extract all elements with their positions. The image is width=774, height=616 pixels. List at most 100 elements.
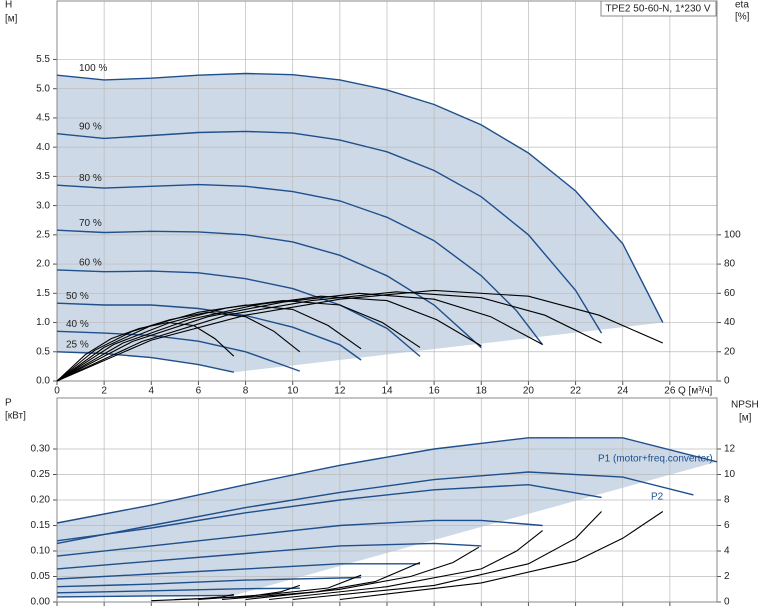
- y2-axis-label: NPSH: [731, 400, 759, 411]
- y-tick-label: 0.00: [31, 597, 51, 608]
- curve: [56, 471, 694, 545]
- y-tick-label: 1.0: [36, 317, 50, 328]
- secondary-curve: [56, 300, 421, 382]
- y2-tick-label: 40: [724, 317, 736, 328]
- curve: [56, 519, 543, 557]
- x-axis-label: Q [м³/ч]: [678, 386, 713, 397]
- chart-title: TPE2 50-60-N, 1*230 V: [605, 4, 710, 15]
- y2-tick-label: 4: [724, 546, 730, 557]
- plot: [53, 0, 721, 385]
- y-axis-unit: [м]: [5, 14, 18, 25]
- annotation: P1 (motor+freq.converter): [598, 454, 713, 465]
- x-tick-label: 22: [570, 386, 582, 397]
- y-tick-label: 3.0: [36, 200, 50, 211]
- y-tick-label: 0.20: [31, 495, 51, 506]
- y-tick-label: 0.10: [31, 546, 51, 557]
- y2-tick-label: 12: [724, 444, 736, 455]
- secondary-curve: [221, 561, 421, 601]
- secondary-curve: [339, 511, 664, 601]
- secondary-curve: [56, 289, 664, 382]
- x-tick-label: 4: [149, 386, 155, 397]
- y2-axis-unit: [м]: [739, 413, 752, 424]
- curve: [56, 330, 301, 372]
- x-tick-label: 10: [287, 386, 299, 397]
- curve-label: 100 %: [79, 63, 107, 74]
- secondary-curve: [56, 321, 235, 382]
- y-tick-label: 5.0: [36, 83, 50, 94]
- y2-tick-label: 2: [724, 571, 730, 582]
- y2-tick-label: 100: [724, 229, 741, 240]
- y-tick-label: 2.0: [36, 259, 50, 270]
- x-tick-label: 8: [243, 386, 249, 397]
- y-tick-label: 1.5: [36, 288, 50, 299]
- y-tick-label: 0.0: [36, 376, 50, 387]
- x-tick-label: 0: [54, 386, 60, 397]
- curve: [56, 269, 421, 357]
- y-tick-label: 5.5: [36, 54, 50, 65]
- curve: [56, 576, 362, 588]
- curve-label: 80 %: [79, 173, 102, 184]
- x-tick-label: 16: [429, 386, 441, 397]
- x-tick-label: 12: [334, 386, 346, 397]
- curve: [56, 542, 482, 570]
- y-tick-label: 0.5: [36, 346, 50, 357]
- x-tick-label: 18: [476, 386, 488, 397]
- x-tick-label: 2: [101, 386, 107, 397]
- curve-label: 40 %: [66, 319, 89, 330]
- x-tick-label: 20: [523, 386, 535, 397]
- y-axis-label: P: [5, 398, 12, 409]
- curve-label: 25 %: [66, 339, 89, 350]
- y-tick-label: 3.5: [36, 171, 50, 182]
- y2-axis-label: eta: [735, 0, 749, 11]
- y-tick-label: 0.30: [31, 444, 51, 455]
- curve: [56, 594, 234, 598]
- y-tick-label: 4.5: [36, 113, 50, 124]
- curve: [56, 483, 602, 542]
- annotation: P2: [651, 492, 664, 503]
- secondary-curve: [56, 311, 301, 382]
- curve: [56, 587, 300, 594]
- plot-frame: [56, 397, 718, 603]
- curve: [56, 229, 482, 349]
- plot: [53, 397, 721, 606]
- curve: [56, 130, 603, 334]
- curve-label: 60 %: [79, 258, 102, 269]
- x-tick-label: 24: [617, 386, 629, 397]
- y-tick-label: 2.5: [36, 229, 50, 240]
- curve: [56, 183, 544, 346]
- y-tick-label: 0.05: [31, 571, 51, 582]
- y-axis-unit: [кВт]: [5, 411, 26, 422]
- secondary-curve: [292, 511, 602, 601]
- x-tick-label: 26: [664, 386, 676, 397]
- y2-tick-label: 60: [724, 288, 736, 299]
- y2-tick-label: 8: [724, 495, 730, 506]
- plot-frame: [56, 0, 718, 382]
- secondary-curve: [269, 530, 543, 601]
- y2-tick-label: 20: [724, 346, 736, 357]
- x-tick-label: 6: [196, 386, 202, 397]
- secondary-curve: [56, 292, 543, 382]
- y-tick-label: 0.15: [31, 520, 51, 531]
- curve-label: 50 %: [66, 291, 89, 302]
- y2-tick-label: 0: [724, 376, 730, 387]
- x-tick-label: 14: [381, 386, 393, 397]
- secondary-curve: [56, 291, 602, 382]
- operating-range: [57, 73, 663, 381]
- secondary-curve: [56, 304, 362, 382]
- y2-tick-label: 10: [724, 469, 736, 480]
- y2-axis-unit: [%]: [735, 12, 750, 23]
- curve: [56, 437, 718, 524]
- curve: [56, 563, 420, 580]
- title-box: [600, 0, 717, 17]
- y2-tick-label: 80: [724, 259, 736, 270]
- curve-label: 70 %: [79, 218, 102, 229]
- y-axis-label: H: [5, 0, 12, 11]
- curve-label: 90 %: [79, 121, 102, 132]
- curve: [56, 72, 664, 323]
- y-tick-label: 4.0: [36, 142, 50, 153]
- secondary-curve: [151, 593, 234, 602]
- y-tick-label: 0.25: [31, 469, 51, 480]
- y2-tick-label: 6: [724, 520, 730, 531]
- y2-tick-label: 0: [724, 597, 730, 608]
